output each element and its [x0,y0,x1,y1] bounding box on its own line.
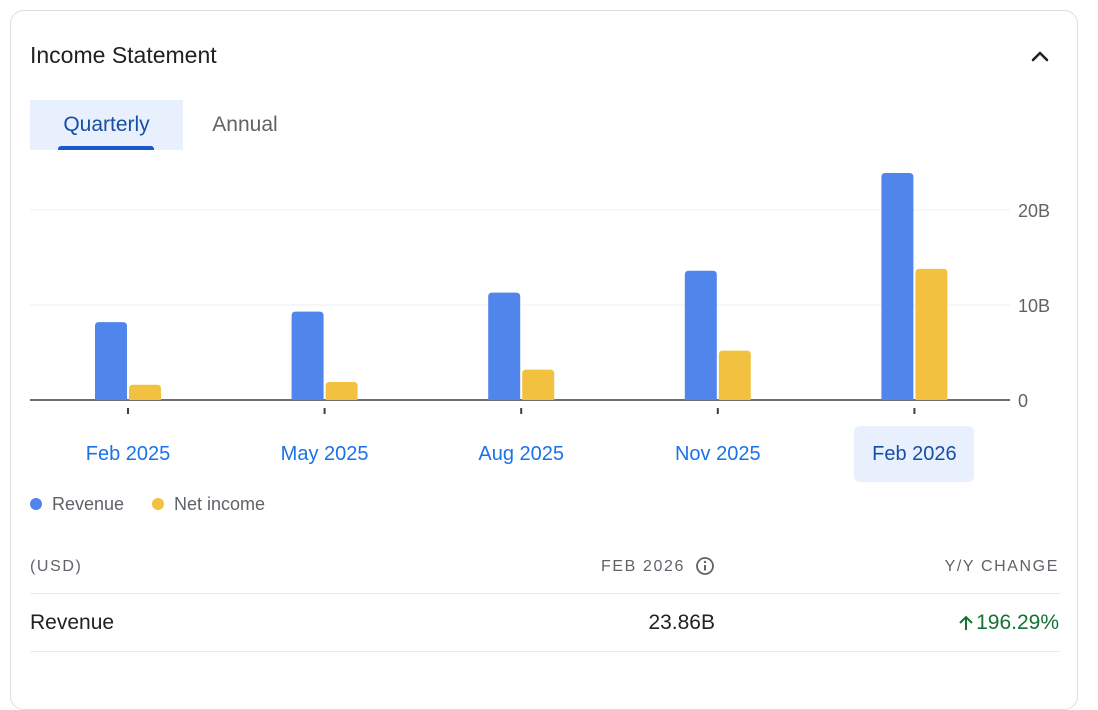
arrow-up-icon [959,615,973,630]
y-tick-label: 10B [1018,296,1050,316]
bar-revenue [881,172,914,400]
tab-annual[interactable]: Annual [190,100,300,150]
row-change-value: 196.29% [976,611,1059,634]
bar-net-income [915,268,948,400]
bar-revenue [488,292,521,400]
tab-quarterly-label: Quarterly [63,113,150,136]
tab-quarterly[interactable]: Quarterly [30,100,183,150]
tab-annual-label: Annual [212,113,278,136]
legend-net-income-dot [152,498,164,510]
y-tick-label: 20B [1018,201,1050,221]
collapse-button[interactable] [1024,40,1056,72]
bar-net-income [325,381,358,400]
legend-net-income: Net income [152,494,265,514]
bar-net-income [129,384,161,400]
x-label-feb-2026[interactable]: Feb 2026 [854,426,975,482]
active-tab-indicator [58,146,154,150]
bar-net-income [522,369,555,400]
period-header: FEB 2026 [601,558,685,575]
x-label-feb-2025[interactable]: Feb 2025 [85,443,171,465]
x-label-aug-2025[interactable]: Aug 2025 [478,443,564,465]
x-label-nov-2025[interactable]: Nov 2025 [674,443,761,465]
legend-revenue-dot [30,498,42,510]
row-label-revenue: Revenue [30,611,115,634]
card-title: Income Statement [30,42,217,68]
income-chart: 0 10B 20B [30,172,1050,414]
legend-net-income-label: Net income [174,494,266,514]
y-tick-label: 0 [1018,391,1028,411]
row-change-revenue: 196.29% [958,610,1059,636]
bar-revenue [684,270,717,400]
currency-header: (USD) [30,558,83,575]
bar-revenue [291,311,324,400]
legend-revenue-label: Revenue [52,494,125,514]
info-icon[interactable] [695,556,715,576]
x-label-may-2025[interactable]: May 2025 [280,443,369,465]
legend-revenue: Revenue [30,494,124,514]
row-value-revenue: 23.86B [648,611,715,634]
yy-change-header: Y/Y CHANGE [944,558,1059,575]
bar-revenue [95,322,127,400]
table-divider [30,593,1060,594]
table-divider-bottom [30,651,1060,652]
chevron-up-icon [1031,51,1049,62]
bar-net-income [718,350,751,400]
